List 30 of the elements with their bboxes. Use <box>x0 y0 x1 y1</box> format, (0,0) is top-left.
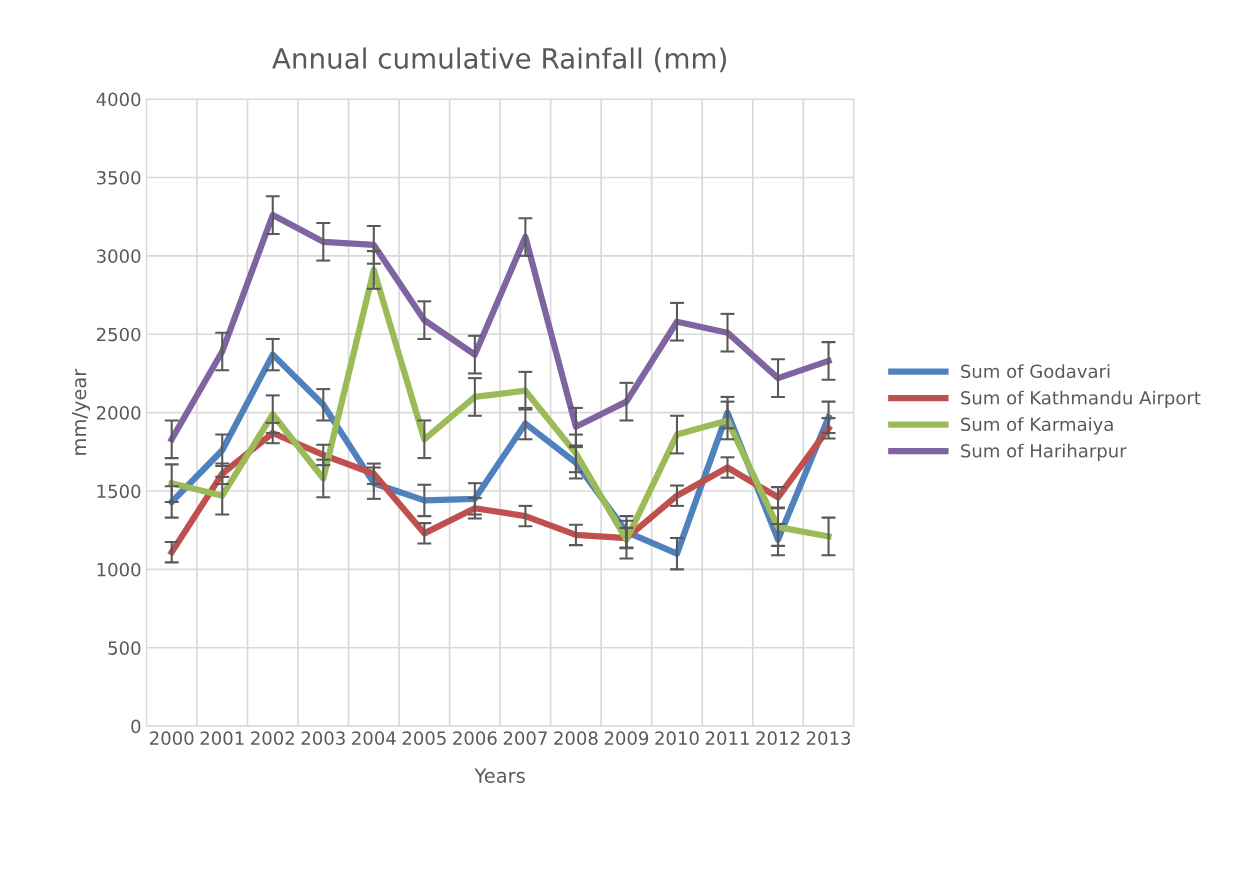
x-tick-label: 2003 <box>301 731 345 745</box>
y-tick-label: 3500 <box>97 170 141 185</box>
x-tick-label: 2004 <box>352 731 396 745</box>
x-tick-label: 2009 <box>604 731 649 745</box>
legend-label: Sum of Godavari <box>961 364 1110 379</box>
x-tick-label: 2010 <box>655 731 699 745</box>
x-tick-label: 2002 <box>251 731 294 745</box>
x-tick-label: 2000 <box>150 731 194 745</box>
legend-label: Sum of Hariharpur <box>961 443 1127 462</box>
x-tick-label: 2007 <box>503 731 547 745</box>
y-tick-label: 1000 <box>97 562 141 577</box>
y-tick-label: 2500 <box>96 327 141 342</box>
x-tick-label: 2005 <box>402 731 446 745</box>
y-tick-label: 2000 <box>96 406 141 420</box>
y-tick-label: 0 <box>131 719 141 734</box>
y-tick-label: 500 <box>108 641 141 655</box>
y-tick-label: 4000 <box>96 92 141 107</box>
legend-label: Sum of Karmaiya <box>961 417 1113 435</box>
x-tick-label: 2012 <box>756 731 800 745</box>
y-tick-label: 1500 <box>97 484 141 499</box>
legend-label: Sum of Kathmandu Airport <box>961 390 1201 409</box>
x-tick-label: 2013 <box>806 731 851 745</box>
x-tick-label: 2008 <box>554 731 598 745</box>
y-axis-title: mm/year <box>71 368 91 455</box>
x-axis-title: Years <box>474 768 525 783</box>
x-tick-label: 2011 <box>705 731 749 745</box>
chart-title: Annual cumulative Rainfall (mm) <box>272 47 726 73</box>
x-tick-label: 2001 <box>200 731 244 745</box>
y-tick-label: 3000 <box>97 249 141 263</box>
x-tick-label: 2006 <box>453 731 497 745</box>
